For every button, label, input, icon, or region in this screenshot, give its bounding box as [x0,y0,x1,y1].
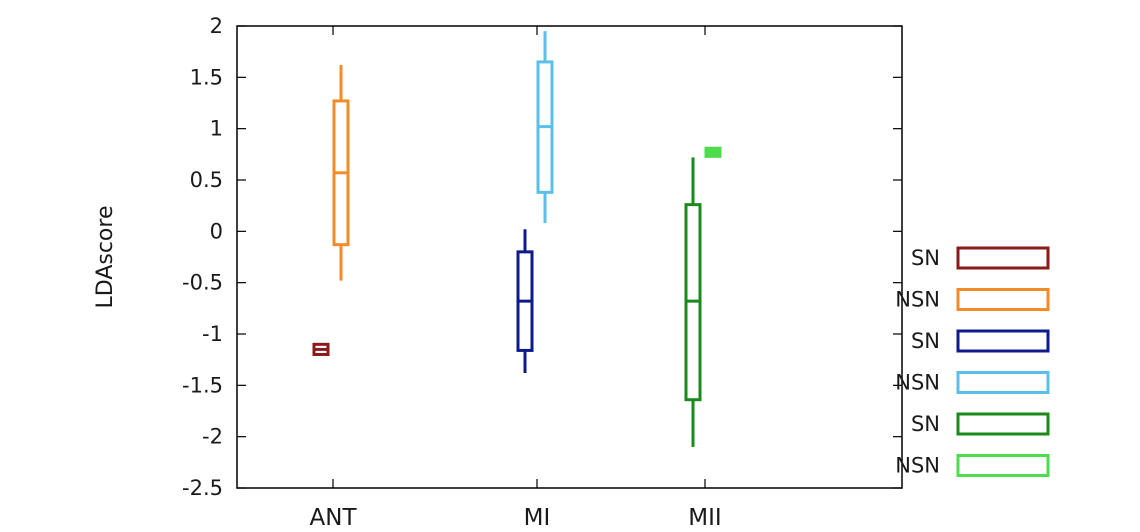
legend-swatch [956,412,1050,436]
legend-swatch [956,246,1050,270]
y-tick-label: 0.5 [190,168,223,192]
box-sn-ant [312,342,330,356]
x-tick-label: MI [524,505,551,528]
legend-item: NSN [895,371,1050,395]
legend-swatch [956,329,1050,353]
legend-label: SN [911,412,940,436]
legend-item: SN [911,329,1050,353]
legend-label: SN [911,329,940,353]
y-tick-label: -1.5 [182,373,223,397]
x-tick-label: ANT [310,505,358,528]
box-sn-mi [516,229,534,374]
y-tick-label: 2 [210,14,223,38]
legend-swatch [956,371,1050,394]
y-axis: 2 1.5 1 0.5 0 -0.5 -1 -1.5 -2 -2.5 [182,14,902,500]
y-tick-label: 1.5 [190,65,223,89]
legend-item: SN [911,246,1050,270]
legend-label: NSN [895,454,940,478]
box-sn-mii [684,157,702,447]
y-tick-label: -1 [202,322,223,346]
y-tick-label: 1 [210,117,223,141]
y-tick-label: -2.5 [182,476,223,500]
box-nsn-mii [704,146,722,158]
legend-item: SN [911,412,1050,436]
legend-item: NSN [895,288,1050,312]
legend-item: NSN [895,454,1050,478]
y-axis-label: LDAscore [93,206,118,309]
legend: SN NSN SN NSN SN NSN [895,246,1050,478]
x-tick-label: MII [688,505,721,528]
legend-label: NSN [895,288,940,312]
box-nsn-mi [536,31,554,224]
box-series [312,31,722,447]
plot-frame [236,25,903,489]
legend-label: NSN [895,371,940,395]
legend-label: SN [911,246,940,270]
y-tick-label: -0.5 [182,271,223,295]
legend-swatch [956,288,1050,311]
y-tick-label: -2 [202,425,223,449]
box-nsn-ant [332,65,350,281]
x-axis: ANT MI MII [310,26,722,531]
y-tick-label: 0 [210,219,223,243]
legend-swatch [956,454,1050,477]
